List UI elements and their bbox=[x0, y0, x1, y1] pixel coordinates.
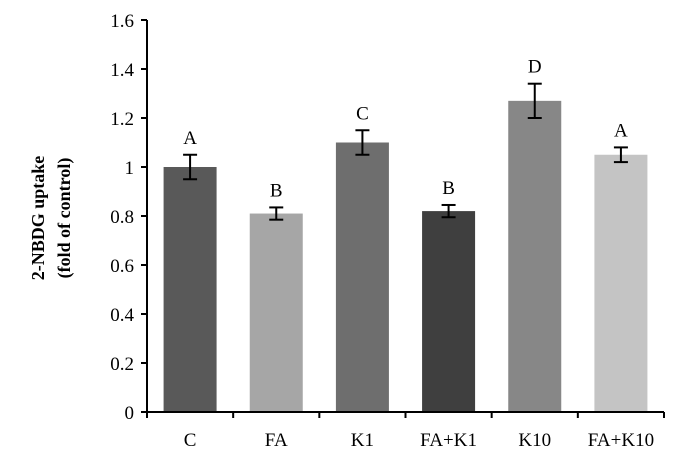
significance-label: C bbox=[356, 103, 369, 124]
x-axis: C FA K1 FA+K1 K10 FA+K10 bbox=[146, 411, 665, 451]
x-category-label: C bbox=[184, 430, 197, 451]
bars-group bbox=[163, 100, 648, 412]
bar bbox=[422, 211, 476, 412]
y-axis: 0 0.2 0.4 0.6 0.8 1 1.2 1.4 1.6 bbox=[110, 11, 148, 424]
bar bbox=[163, 167, 217, 412]
y-axis-title-line2: (fold of control) bbox=[54, 158, 75, 279]
y-tick-label: 0 bbox=[125, 403, 135, 424]
bar bbox=[594, 154, 648, 412]
x-category-label: FA+K10 bbox=[588, 430, 654, 451]
x-category-label: K10 bbox=[518, 430, 551, 451]
y-tick-label: 1.6 bbox=[110, 11, 134, 32]
y-tick-label: 1.4 bbox=[110, 60, 134, 81]
bar bbox=[508, 100, 562, 412]
significance-labels-group: A B C B D A bbox=[183, 57, 628, 202]
significance-label: A bbox=[183, 128, 197, 149]
y-tick-label: 1 bbox=[125, 158, 135, 179]
y-axis-title-line1: 2-NBDG uptake bbox=[28, 156, 48, 281]
significance-label: B bbox=[270, 180, 283, 201]
y-tick-label: 0.8 bbox=[110, 207, 134, 228]
significance-label: A bbox=[614, 120, 628, 141]
x-category-label: FA bbox=[265, 430, 288, 451]
bar bbox=[335, 142, 389, 412]
y-tick-label: 0.2 bbox=[110, 354, 134, 375]
significance-label: B bbox=[442, 178, 455, 199]
x-category-label: K1 bbox=[351, 430, 374, 451]
y-tick-label: 0.4 bbox=[110, 305, 134, 326]
y-tick-label: 1.2 bbox=[110, 109, 134, 130]
y-tick-label: 0.6 bbox=[110, 256, 134, 277]
x-category-label: FA+K1 bbox=[420, 430, 477, 451]
bar bbox=[249, 213, 303, 412]
y-axis-title: 2-NBDG uptake (fold of control) bbox=[28, 156, 75, 281]
error-bars-group bbox=[183, 82, 628, 221]
significance-label: D bbox=[528, 57, 542, 78]
